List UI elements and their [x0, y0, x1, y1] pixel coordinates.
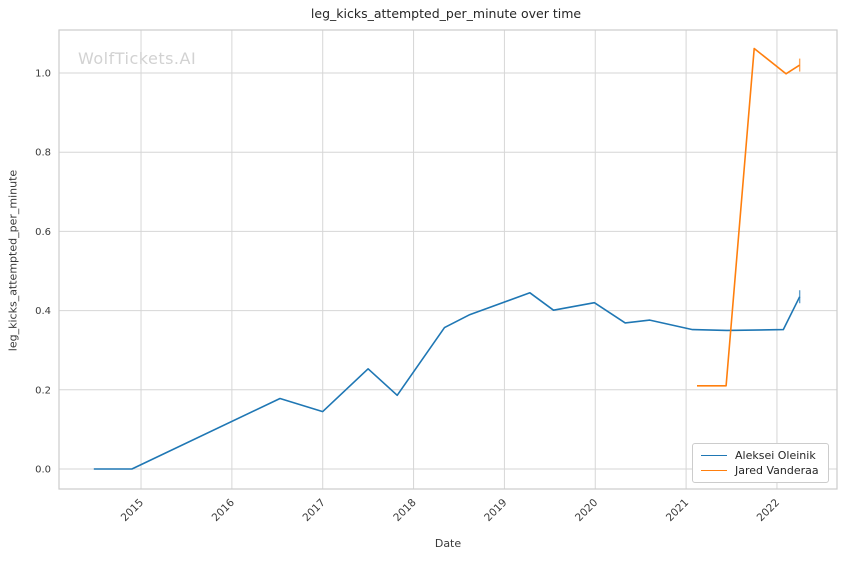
y-tick-label: 0.4	[35, 306, 51, 317]
series-line-jared-vanderaa	[697, 47, 801, 387]
y-axis-label: leg_kicks_attempted_per_minute	[6, 169, 20, 352]
x-axis-label: Date	[434, 537, 462, 550]
legend-item-aleksei-oleinik: Aleksei Oleinik	[701, 449, 820, 462]
x-tick-label: 2022	[755, 497, 782, 524]
legend-label: Jared Vanderaa	[735, 464, 819, 478]
x-tick-label: 2021	[664, 497, 691, 524]
legend: Aleksei Oleinik Jared Vanderaa	[692, 443, 829, 483]
plot-border	[58, 29, 838, 490]
legend-line-swatch-orange	[701, 470, 727, 472]
y-tick-label: 1.0	[35, 69, 51, 80]
y-tick-label: 0.6	[35, 227, 51, 238]
chart-title: leg_kicks_attempted_per_minute over time	[310, 6, 582, 21]
y-tick-label: 0.2	[35, 385, 51, 396]
x-tick-label: 2018	[391, 497, 418, 524]
x-tick-label: 2016	[210, 496, 238, 524]
x-tick-label: 2020	[573, 497, 600, 524]
x-tick-label: 2019	[482, 497, 509, 524]
legend-line-swatch-blue	[701, 454, 727, 456]
watermark: WolfTickets.AI	[78, 49, 197, 68]
y-tick-label: 0.0	[35, 465, 51, 476]
legend-item-jared-vanderaa: Jared Vanderaa	[701, 464, 820, 477]
x-tick-label: 2015	[119, 497, 146, 524]
legend-label: Aleksei Oleinik	[735, 448, 816, 462]
y-tick-label: 0.8	[35, 148, 51, 159]
x-tick-label: 2017	[300, 497, 327, 524]
series-line-aleksei-oleinik	[93, 291, 801, 470]
